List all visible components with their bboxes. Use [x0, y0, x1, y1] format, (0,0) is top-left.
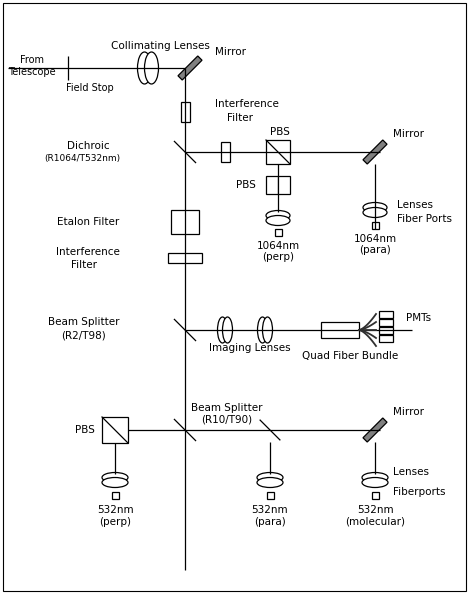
Bar — [220, 142, 229, 162]
Ellipse shape — [362, 472, 388, 482]
Text: 532nm: 532nm — [97, 505, 133, 515]
Bar — [266, 176, 278, 194]
Text: (R2/T98): (R2/T98) — [61, 331, 106, 341]
Text: Filter: Filter — [227, 113, 253, 123]
Bar — [266, 491, 273, 498]
Text: Beam Splitter: Beam Splitter — [191, 403, 263, 413]
Text: Field Stop: Field Stop — [66, 83, 114, 93]
Ellipse shape — [222, 317, 233, 343]
Ellipse shape — [144, 52, 159, 84]
Text: PBS: PBS — [270, 127, 290, 137]
Polygon shape — [363, 140, 387, 164]
Ellipse shape — [263, 317, 272, 343]
Ellipse shape — [257, 317, 267, 343]
Text: (R1064/T532nm): (R1064/T532nm) — [44, 154, 120, 163]
Text: PBS: PBS — [75, 425, 95, 435]
Text: Imaging Lenses: Imaging Lenses — [209, 343, 291, 353]
Text: (R10/T90): (R10/T90) — [202, 415, 253, 425]
Text: Quad Fiber Bundle: Quad Fiber Bundle — [302, 351, 398, 361]
Bar — [102, 417, 128, 443]
Text: (molecular): (molecular) — [345, 517, 405, 527]
Bar — [379, 334, 393, 342]
Text: (para): (para) — [254, 517, 286, 527]
Ellipse shape — [218, 317, 227, 343]
Bar — [379, 318, 393, 326]
Bar — [168, 253, 202, 263]
Bar — [171, 210, 199, 234]
Bar — [379, 311, 393, 318]
Polygon shape — [178, 56, 202, 80]
Text: PMTs: PMTs — [406, 313, 431, 323]
Bar — [321, 322, 359, 338]
Text: Interference: Interference — [215, 99, 279, 109]
Text: Fiber Ports: Fiber Ports — [397, 214, 452, 224]
Bar — [278, 176, 290, 194]
Text: Mirror: Mirror — [215, 47, 246, 57]
Bar — [181, 102, 189, 122]
Text: Dichroic: Dichroic — [67, 141, 109, 151]
Text: Lenses: Lenses — [397, 200, 433, 210]
Text: PBS: PBS — [236, 180, 256, 190]
Text: From: From — [20, 55, 44, 65]
Ellipse shape — [363, 203, 387, 213]
Text: (perp): (perp) — [99, 517, 131, 527]
Text: 1064nm: 1064nm — [257, 241, 300, 251]
Text: 1064nm: 1064nm — [354, 234, 397, 244]
Ellipse shape — [102, 478, 128, 488]
Ellipse shape — [266, 210, 290, 220]
Ellipse shape — [257, 472, 283, 482]
Text: Mirror: Mirror — [393, 129, 424, 139]
Text: Beam Splitter: Beam Splitter — [48, 317, 120, 327]
Text: 532nm: 532nm — [357, 505, 393, 515]
Text: Lenses: Lenses — [393, 467, 429, 477]
Text: Telescope: Telescope — [8, 67, 56, 77]
Text: Collimating Lenses: Collimating Lenses — [111, 41, 210, 51]
Text: (perp): (perp) — [262, 252, 294, 262]
Ellipse shape — [363, 207, 387, 217]
Bar — [274, 229, 281, 235]
Bar — [379, 327, 393, 333]
Text: (para): (para) — [359, 245, 391, 255]
Ellipse shape — [362, 478, 388, 488]
Text: Filter: Filter — [71, 260, 97, 270]
Text: Interference: Interference — [56, 247, 120, 257]
Bar — [371, 222, 378, 229]
Ellipse shape — [266, 216, 290, 226]
Text: 532nm: 532nm — [252, 505, 288, 515]
Bar — [266, 140, 290, 164]
Polygon shape — [363, 418, 387, 442]
Bar — [371, 491, 378, 498]
Text: Mirror: Mirror — [393, 407, 424, 417]
Text: Etalon Filter: Etalon Filter — [57, 217, 119, 227]
Text: Fiberports: Fiberports — [393, 487, 446, 497]
Ellipse shape — [102, 472, 128, 482]
Ellipse shape — [137, 52, 151, 84]
Bar — [112, 491, 119, 498]
Ellipse shape — [257, 478, 283, 488]
